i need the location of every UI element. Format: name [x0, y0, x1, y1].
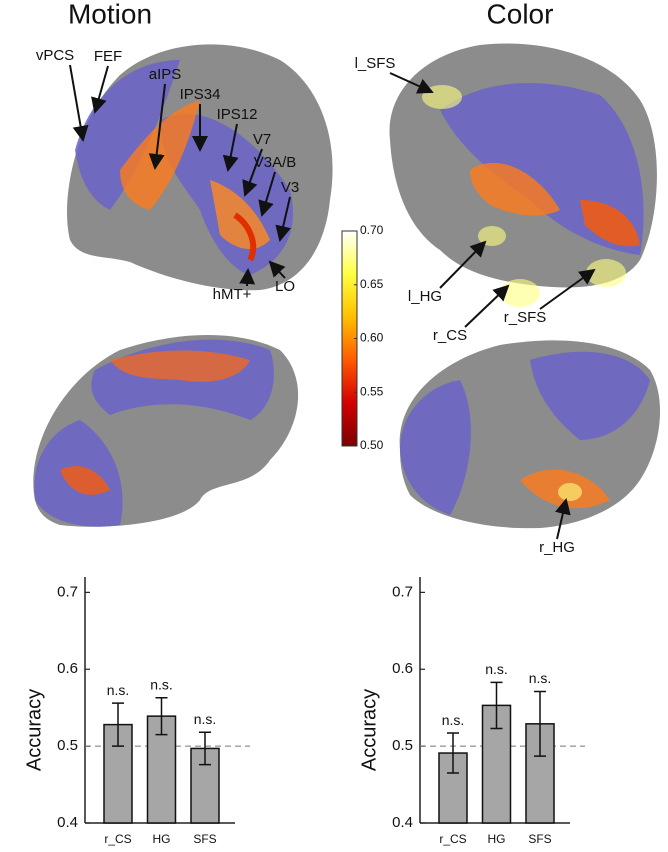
region-label: l_SFS: [355, 55, 396, 72]
arrow: [268, 260, 286, 279]
arrow: [258, 171, 276, 217]
arrow: [91, 65, 109, 114]
colorbar-tick-label: 0.55: [360, 384, 384, 398]
error-bar: [112, 702, 124, 747]
annotation: n.s.: [194, 711, 217, 727]
x-tick-label: r_CS: [104, 832, 131, 846]
region-label: LO: [275, 278, 295, 295]
arrow: [239, 268, 256, 287]
region-label: r_SFS: [504, 309, 547, 326]
region-label: r_HG: [539, 539, 575, 556]
bar: [103, 723, 133, 824]
annotation: n.s.: [529, 670, 552, 686]
arrow: [439, 240, 487, 289]
error-bar: [447, 732, 459, 774]
x-tick-label: r_CS: [439, 832, 466, 846]
arrow: [464, 284, 510, 328]
error-bar: [199, 731, 211, 766]
region-label: V7: [253, 131, 271, 148]
y-tick-label: 0.7: [57, 583, 78, 600]
annotation: n.s.: [485, 661, 508, 677]
error-bar: [490, 681, 503, 730]
x-tick-label: SFS: [193, 832, 216, 846]
y-tick-label: 0.6: [392, 660, 413, 677]
region-label: l_HG: [408, 288, 442, 305]
y-tick-label: 0.4: [392, 814, 413, 831]
region-label: r_CS: [433, 327, 467, 344]
brain-motion-medial: [33, 335, 299, 527]
brain-motion-lateral: [67, 44, 333, 291]
y-tick-label: 0.4: [57, 814, 78, 831]
annotation: n.s.: [107, 682, 130, 698]
arrow: [222, 123, 239, 172]
y-tick-label: 0.6: [57, 660, 78, 677]
region-label: hMT+: [213, 286, 252, 303]
bar: [190, 747, 220, 824]
arrow: [242, 148, 263, 197]
annotation: n.s.: [442, 712, 465, 728]
arrow: [539, 268, 596, 310]
arrow: [389, 72, 434, 94]
brain-color-lateral: [389, 43, 657, 288]
annotation: n.s.: [150, 676, 173, 692]
region-label: vPCS: [36, 47, 74, 64]
arrow: [275, 196, 291, 242]
x-tick-label: HG: [153, 832, 171, 846]
colorbar-tick-label: 0.70: [360, 223, 384, 237]
y-tick-label: 0.5: [57, 737, 78, 754]
y-axis-label: Accuracy: [23, 689, 45, 771]
error-bar: [155, 696, 168, 736]
region-label: FEF: [94, 48, 122, 65]
region-label: aIPS: [149, 66, 182, 83]
panel-title: Color: [487, 0, 554, 29]
colorbar-tick-label: 0.50: [360, 438, 384, 452]
region-label: IPS12: [217, 106, 258, 123]
x-tick-label: SFS: [528, 832, 551, 846]
panel-title: Motion: [68, 0, 152, 29]
arrow: [148, 83, 166, 170]
arrow: [555, 498, 571, 540]
y-tick-label: 0.5: [392, 737, 413, 754]
colorbar-tick-label: 0.65: [360, 277, 384, 291]
region-label: V3A/B: [254, 154, 297, 171]
region-label: IPS34: [180, 86, 221, 103]
y-tick-label: 0.7: [392, 583, 413, 600]
region-label: V3: [281, 179, 299, 196]
colorbar-tick-label: 0.60: [360, 331, 384, 345]
y-axis-label: Accuracy: [358, 689, 380, 771]
brain-color-medial: [399, 259, 661, 529]
error-bar: [534, 690, 546, 757]
arrow: [69, 64, 89, 142]
x-tick-label: HG: [488, 832, 506, 846]
